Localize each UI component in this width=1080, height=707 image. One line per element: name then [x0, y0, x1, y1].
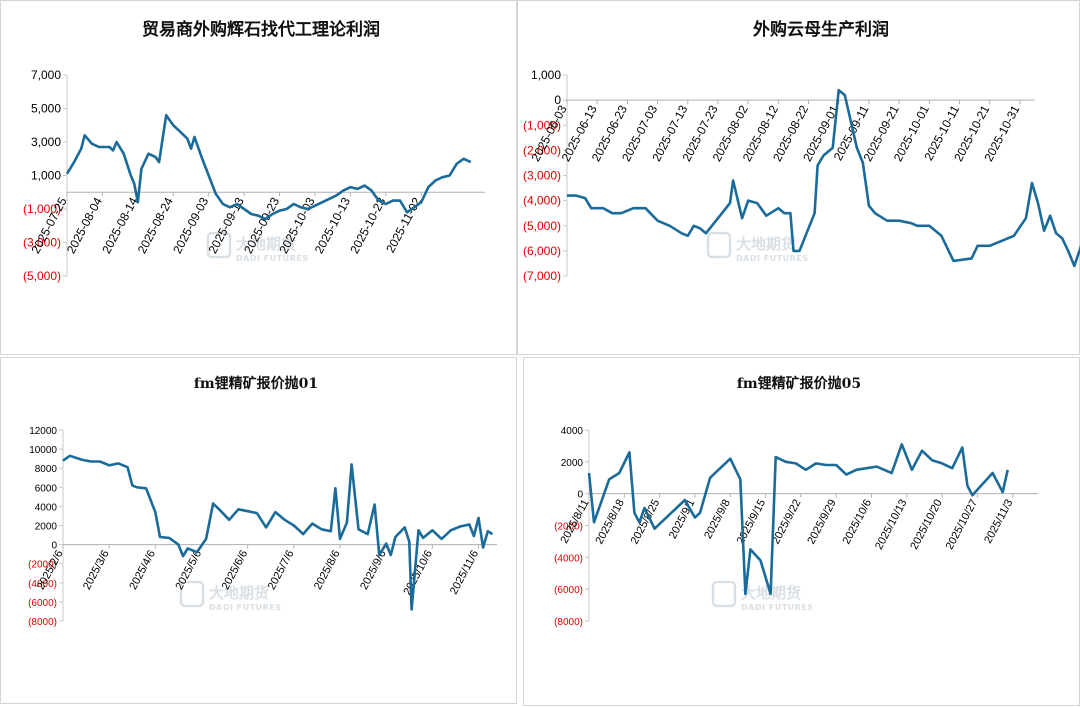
y-tick-label: 2000	[35, 522, 58, 533]
watermark-logo-icon	[711, 580, 737, 608]
y-tick-label: (2000)	[28, 560, 57, 571]
series-line	[567, 88, 1080, 268]
x-tick-label: 2025/11/3	[982, 497, 1015, 545]
y-tick-label: 10000	[29, 445, 57, 456]
y-tick-label: 0	[577, 490, 583, 501]
watermark-en: DADI FUTURES	[236, 254, 309, 263]
y-tick-label: (2,000)	[523, 143, 561, 157]
x-tick-label: 2025/10/20	[908, 497, 944, 551]
y-tick-label: 4000	[561, 426, 584, 437]
y-tick-label: 1,000	[531, 68, 561, 82]
y-tick-label: (6000)	[28, 598, 57, 609]
y-tick-label: 5,000	[31, 102, 61, 116]
x-tick-label: 2025/4/6	[127, 548, 158, 591]
x-tick-label: 2025/9/29	[805, 497, 839, 546]
y-tick-label: (1,000)	[523, 118, 561, 132]
y-tick-label: (4,000)	[523, 194, 561, 208]
x-tick-label: 2025/9/15	[735, 497, 769, 546]
y-tick-label: (7,000)	[523, 269, 561, 283]
y-tick-label: (8000)	[554, 617, 583, 628]
y-tick-label: 7,000	[31, 68, 61, 82]
x-tick-label: 2025-08-14	[99, 195, 140, 256]
y-tick-label: 6000	[35, 483, 58, 494]
y-tick-label: 0	[554, 93, 561, 107]
chart-1-title: 贸易商外购辉石找代工理论利润	[142, 19, 380, 40]
y-tick-label: 2000	[561, 458, 584, 469]
y-tick-label: (8000)	[28, 617, 57, 628]
y-tick-label: 1,000	[31, 169, 61, 183]
chart-panel-3: fm锂精矿报价抛01 大地期货 DADI FUTURES 12000 10000 800…	[0, 357, 517, 704]
series-line	[587, 443, 1009, 596]
x-tick-label: 2025/10/6	[841, 497, 875, 546]
x-tick-label: 2025/9/6	[358, 548, 389, 591]
y-tick-label: (3,000)	[523, 169, 561, 183]
x-tick-label: 2025/10/6	[401, 548, 435, 597]
chart-panel-2: 外购云母生产利润 大地期货 DADI FUTURES 1,000 0 (1,000) (2…	[517, 0, 1080, 355]
x-tick-label: 2025/3/6	[81, 548, 112, 591]
x-tick-label: 2025-08-24	[135, 195, 176, 256]
x-tick-label: 2025-10-23	[347, 195, 388, 256]
x-tick-label: 2025/5/6	[173, 548, 204, 591]
x-tick-label: 2025/8/6	[312, 548, 343, 591]
y-tick-label: (6,000)	[523, 244, 561, 258]
watermark-cn: 大地期货	[209, 584, 269, 602]
y-tick-label: (4000)	[554, 553, 583, 564]
y-tick-label: (3,000)	[23, 236, 61, 250]
chart-3-title: fm锂精矿报价抛01	[194, 375, 318, 392]
y-tick-label: (6000)	[554, 585, 583, 596]
x-tick-label: 2025-09-03	[170, 195, 211, 256]
y-tick-label: (4000)	[28, 579, 57, 590]
y-tick-label: 3,000	[31, 135, 61, 149]
x-tick-label: 2025/9/8	[702, 497, 733, 540]
watermark-en: DADI FUTURES	[741, 603, 814, 612]
y-tick-label: 4000	[35, 502, 58, 513]
watermark-logo-icon	[206, 231, 232, 259]
watermark-logo-icon	[179, 580, 205, 608]
chart-panel-4: fm锂精矿报价抛05 大地期货 DADI FUTURES 4000 2000 0 (200…	[523, 357, 1080, 706]
x-tick-label: 2025/7/6	[266, 548, 297, 591]
x-tick-label: 2025-10-03	[276, 195, 317, 256]
watermark-en: DADI FUTURES	[736, 254, 809, 263]
x-tick-label: 2025/10/27	[944, 497, 980, 551]
y-tick-label: 12000	[29, 426, 57, 437]
chart-4-title: fm锂精矿报价抛05	[737, 375, 861, 392]
chart-2-title: 外购云母生产利润	[753, 19, 889, 40]
y-tick-label: (5,000)	[23, 269, 61, 283]
series-line	[62, 454, 494, 611]
y-tick-label: (1,000)	[23, 202, 61, 216]
y-tick-label: (2000)	[554, 522, 583, 533]
y-tick-label: 0	[51, 541, 57, 552]
watermark-cn: 大地期货	[736, 235, 796, 253]
x-tick-label: 2025-08-04	[64, 195, 105, 256]
x-tick-label: 2025/10/13	[873, 497, 909, 551]
y-tick-label: (5,000)	[523, 219, 561, 233]
x-tick-label: 2025/11/6	[448, 548, 481, 596]
y-tick-label: 8000	[35, 464, 58, 475]
watermark-en: DADI FUTURES	[209, 603, 282, 612]
watermark-cn: 大地期货	[236, 235, 296, 253]
x-tick-label: 2025/8/18	[593, 497, 627, 546]
chart-panel-1: 贸易商外购辉石找代工理论利润 大地期货 DADI FUTURES 7,000 5,00…	[0, 0, 517, 355]
watermark-logo-icon	[706, 231, 732, 259]
series-line	[65, 113, 472, 221]
